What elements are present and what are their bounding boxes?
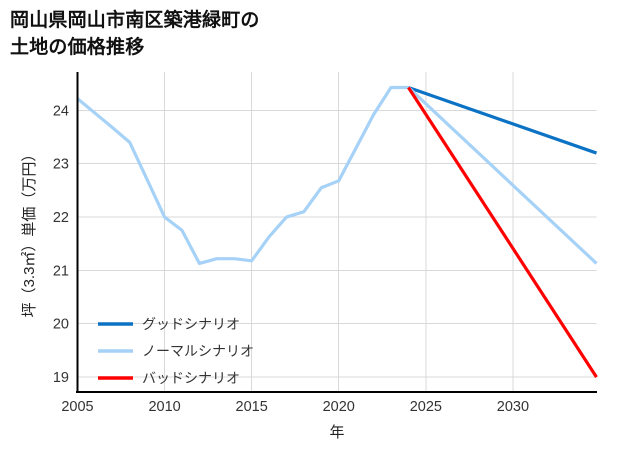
y-tick-labels: 19 20 21 22 23 24 [53,103,69,386]
axis-titles: 年 坪（3.3㎡）単価（万円） [21,147,345,441]
legend-label: グッドシナリオ [142,316,240,332]
x-tick-label: 2005 [61,399,93,415]
y-tick-label: 21 [53,263,69,279]
y-tick-label: 19 [53,370,69,386]
y-tick-label: 23 [53,157,69,173]
y-tick-label: 20 [53,317,69,333]
series-line [407,86,598,265]
axis-spines [76,72,597,394]
x-tick-label: 2025 [410,399,442,415]
series-line [407,85,598,155]
x-axis-label: 年 [329,424,344,441]
series-line [407,86,598,378]
y-axis-label: 坪（3.3㎡）単価（万円） [21,147,38,318]
legend-label: ノーマルシナリオ [142,343,254,359]
x-tick-labels: 2005 2010 2015 2020 2025 2030 [61,399,529,415]
y-tick-label: 24 [53,103,69,119]
series-line [76,85,409,266]
x-tick-label: 2030 [497,399,529,415]
x-tick-label: 2020 [323,399,355,415]
y-tick-label: 22 [53,210,69,226]
x-tick-label: 2015 [236,399,268,415]
x-tick-label: 2010 [148,399,180,415]
series-lines [76,85,598,378]
page-title: 岡山県岡山市南区築港緑町の 土地の価格推移 [10,10,260,58]
legend-label: バッドシナリオ [142,370,240,386]
